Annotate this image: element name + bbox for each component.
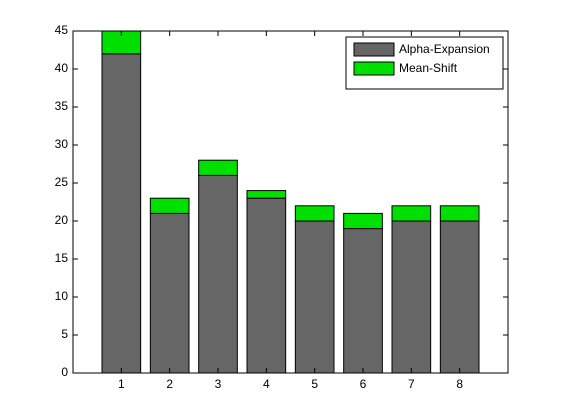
bar-segment — [343, 212, 383, 230]
bar-segment — [101, 53, 142, 373]
legend-swatch — [353, 61, 395, 76]
bar-segment — [294, 220, 335, 373]
y-tick-label: 20 — [55, 213, 69, 227]
bar-segment — [246, 190, 287, 199]
y-tick-label: 5 — [61, 327, 68, 341]
x-tick-label: 1 — [118, 377, 125, 391]
bar-segment — [343, 228, 383, 373]
bar-segment — [198, 174, 238, 373]
x-tick-label: 6 — [360, 377, 367, 391]
bar-segment — [391, 205, 432, 222]
bar-segment — [439, 205, 480, 222]
bar-segment — [198, 159, 238, 176]
bar-segment — [294, 205, 335, 222]
bar-segment — [101, 31, 142, 55]
x-tick-label: 4 — [263, 377, 270, 391]
y-tick-label: 45 — [55, 23, 69, 37]
x-tick-label: 8 — [456, 377, 463, 391]
bar-segment — [149, 212, 190, 373]
y-tick-label: 40 — [55, 61, 69, 75]
legend-label: Mean-Shift — [399, 61, 458, 75]
y-tick-label: 25 — [55, 175, 69, 189]
bar-segment — [246, 197, 287, 373]
x-tick-label: 2 — [166, 377, 173, 391]
bar-segment — [391, 220, 432, 373]
y-tick-label: 30 — [55, 137, 69, 151]
legend-swatch — [353, 42, 395, 57]
axes-box — [72, 30, 509, 374]
bar-segment — [149, 197, 190, 214]
x-tick-label: 7 — [408, 377, 415, 391]
x-tick-label: 3 — [215, 377, 222, 391]
y-tick-label: 15 — [55, 251, 69, 265]
x-tick-label: 5 — [311, 377, 318, 391]
y-tick-label: 35 — [55, 99, 69, 113]
y-tick-label: 10 — [55, 289, 69, 303]
bar-segment — [439, 220, 480, 373]
bars — [101, 31, 480, 373]
legend-label: Alpha-Expansion — [399, 42, 490, 56]
y-tick-label: 0 — [61, 365, 68, 379]
